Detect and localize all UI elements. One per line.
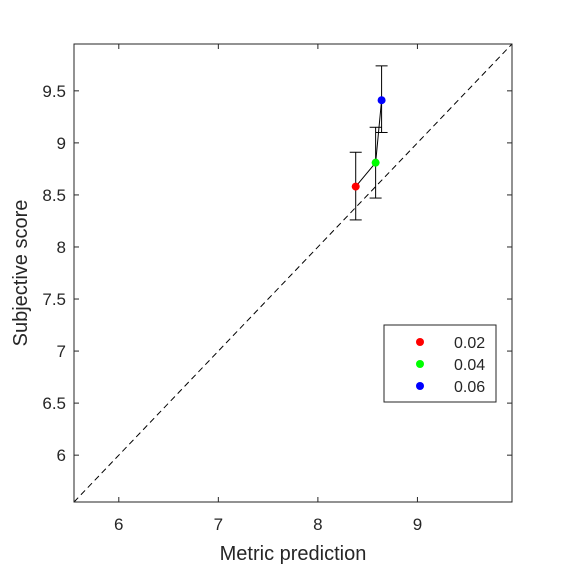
y-tick-label: 9 — [57, 134, 66, 153]
x-axis-label: Metric prediction — [220, 543, 367, 565]
legend-label-0: 0.02 — [454, 335, 485, 352]
y-tick-labels: 6 6.5 7 7.5 8 8.5 9 9.5 — [42, 82, 66, 465]
x-tick-label: 6 — [114, 515, 123, 534]
legend-label-1: 0.04 — [454, 357, 485, 374]
legend-label-2: 0.06 — [454, 379, 485, 396]
y-tick-label: 6 — [57, 446, 66, 465]
y-axis-label: Subjective score — [10, 200, 32, 347]
legend-box — [383, 324, 497, 403]
y-tick-label: 7 — [57, 342, 66, 361]
tick-layer — [74, 44, 512, 502]
x-tick-label: 9 — [413, 515, 422, 534]
y-tick-label: 7.5 — [42, 290, 66, 309]
legend-marker-0 — [416, 338, 424, 346]
y-tick-label: 6.5 — [42, 394, 66, 413]
legend-marker-2 — [416, 382, 424, 390]
data-point-layer — [351, 96, 386, 191]
y-tick-label: 8 — [57, 238, 66, 257]
x-tick-label: 7 — [214, 515, 223, 534]
legend-marker-1 — [416, 360, 424, 368]
y-tick-label: 9.5 — [42, 82, 66, 101]
data-point-0 — [351, 182, 360, 191]
x-tick-labels: 6 7 8 9 — [114, 515, 422, 534]
legend: 0.02 0.04 0.06 — [383, 324, 497, 403]
reference-line-layer — [73, 43, 513, 503]
plot-frame — [73, 43, 513, 503]
x-tick-label: 8 — [313, 515, 322, 534]
data-point-2 — [377, 96, 386, 105]
reference-diagonal-line — [73, 43, 513, 503]
y-tick-label: 8.5 — [42, 186, 66, 205]
data-point-1 — [371, 158, 380, 167]
